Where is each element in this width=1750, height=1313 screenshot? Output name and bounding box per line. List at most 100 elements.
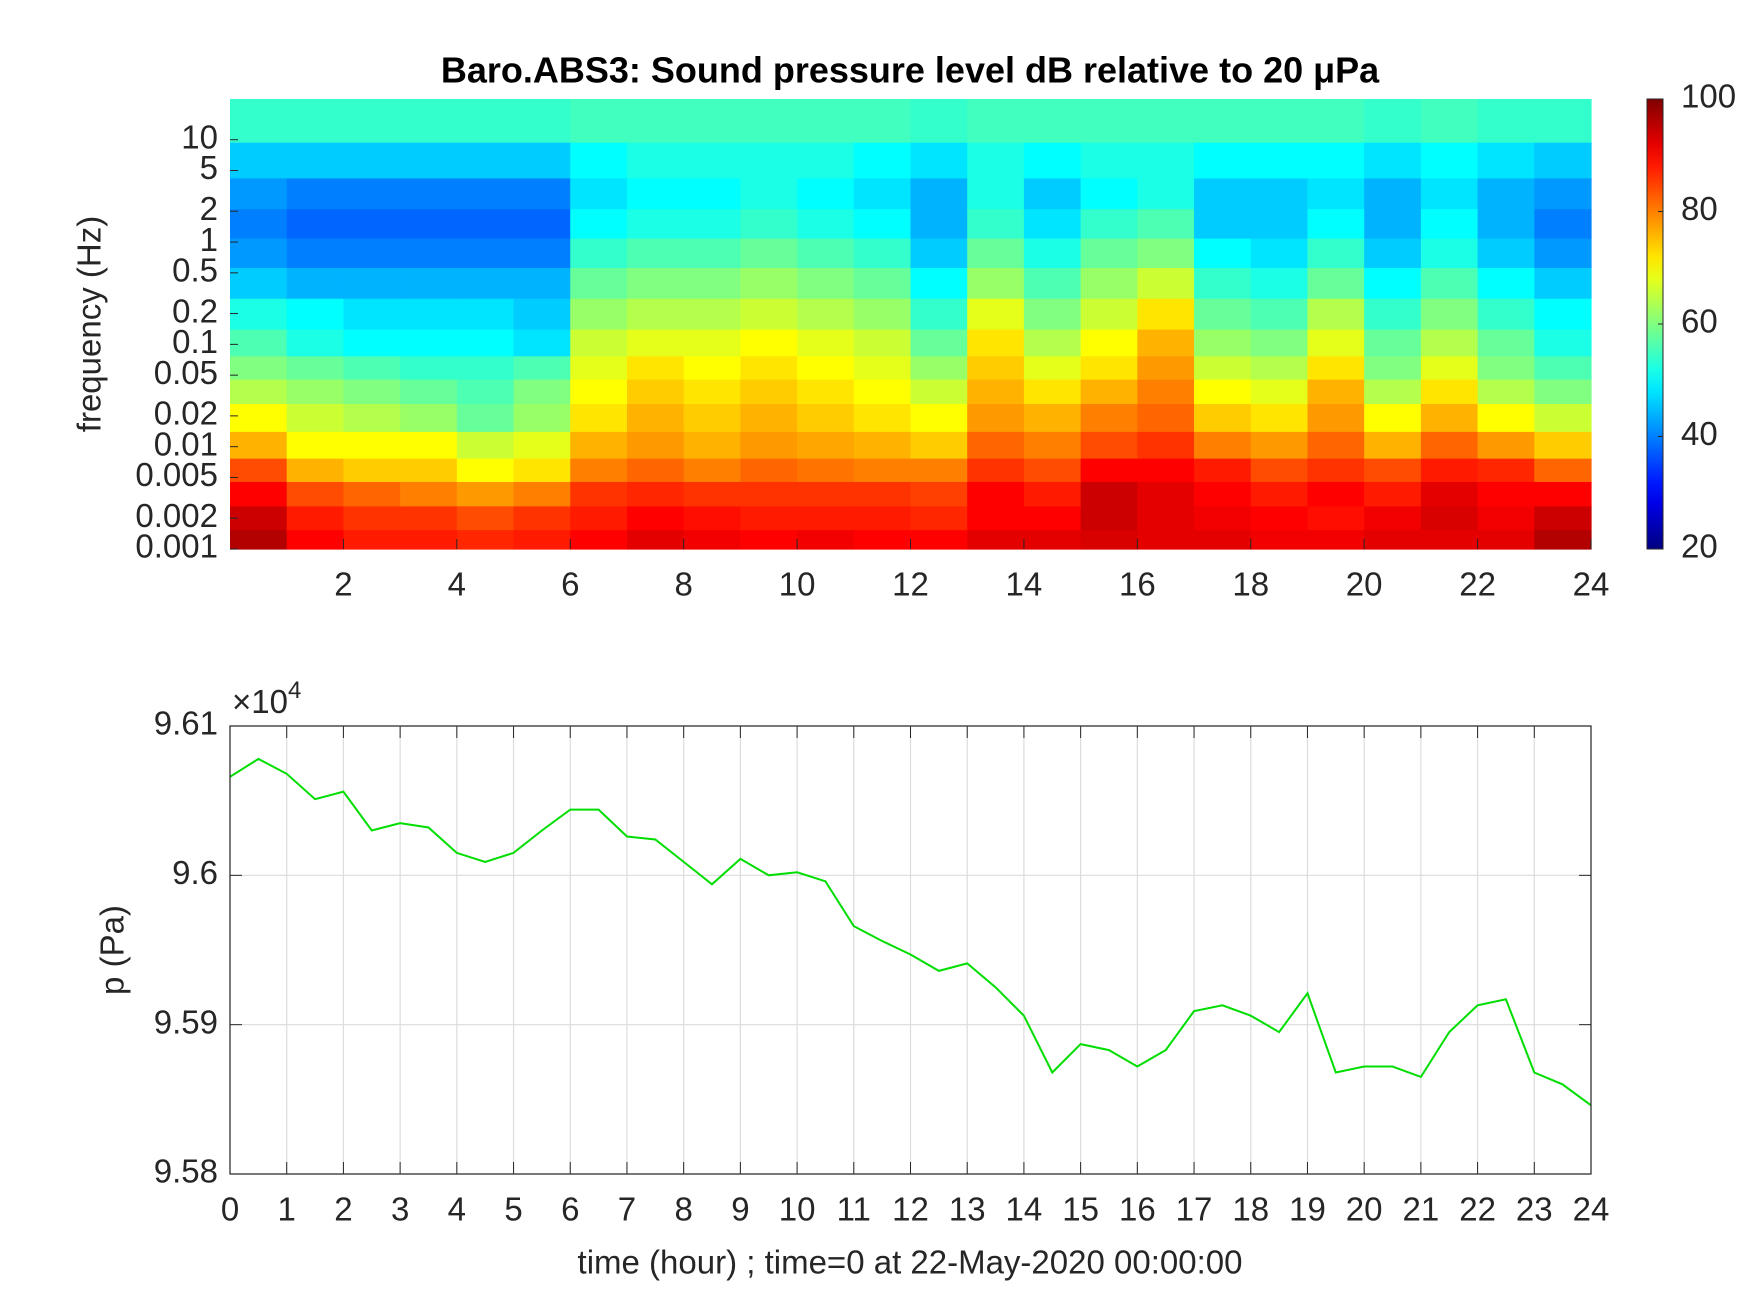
heatmap-cell bbox=[967, 208, 1025, 239]
heatmap-cell bbox=[1194, 403, 1252, 432]
heatmap-cell bbox=[1137, 481, 1195, 507]
heatmap-cell bbox=[1364, 99, 1422, 143]
heatmap-cell bbox=[910, 267, 968, 299]
x-tick-label: 14 bbox=[1006, 566, 1043, 603]
heatmap-cell bbox=[456, 529, 515, 550]
x-tick-label: 2 bbox=[334, 1191, 352, 1228]
heatmap-cell bbox=[1137, 298, 1195, 330]
heatmap-cell bbox=[1137, 529, 1195, 550]
heatmap-cell bbox=[683, 177, 741, 210]
heatmap-cell bbox=[967, 505, 1025, 531]
heatmap-cell bbox=[1307, 208, 1365, 239]
heatmap-cell bbox=[286, 142, 345, 179]
heatmap-cell bbox=[1534, 379, 1592, 405]
heatmap-cell bbox=[683, 142, 741, 179]
x-tick-label: 10 bbox=[779, 1191, 816, 1228]
heatmap-cell bbox=[570, 355, 628, 380]
heatmap-cell bbox=[1534, 458, 1592, 482]
heatmap-cell bbox=[400, 505, 458, 531]
heatmap-cell bbox=[967, 142, 1025, 179]
heatmap-cell bbox=[400, 403, 458, 432]
heatmap-cell bbox=[1477, 379, 1535, 405]
heatmap-cell bbox=[967, 379, 1025, 405]
heatmap-cell bbox=[626, 328, 685, 357]
heatmap-cell bbox=[967, 267, 1025, 299]
heatmap-cell bbox=[343, 481, 401, 507]
heatmap-cell bbox=[853, 99, 912, 143]
heatmap-cell bbox=[570, 99, 628, 143]
heatmap-cell bbox=[683, 481, 741, 507]
heatmap-cell bbox=[853, 403, 912, 432]
heatmap-cell bbox=[797, 379, 855, 405]
heatmap-cell bbox=[1080, 431, 1138, 459]
heatmap-cell bbox=[1534, 403, 1592, 432]
heatmap-cell bbox=[230, 237, 288, 268]
heatmap-cell bbox=[967, 237, 1025, 268]
heatmap-cell bbox=[286, 379, 345, 405]
heatmap-cell bbox=[683, 379, 741, 405]
heatmap-cell bbox=[513, 298, 571, 330]
heatmap-cell bbox=[1080, 379, 1138, 405]
heatmap-cell bbox=[1364, 529, 1422, 550]
heatmap-cell bbox=[1477, 431, 1535, 459]
heatmap-cell bbox=[1080, 403, 1138, 432]
y-tick-label: 9.59 bbox=[154, 1003, 218, 1040]
heatmap-cell bbox=[740, 267, 798, 299]
heatmap-cell bbox=[400, 298, 458, 330]
heatmap-cell bbox=[740, 355, 798, 380]
axis-multiplier: ×104 bbox=[232, 677, 301, 719]
heatmap-cell bbox=[1194, 298, 1252, 330]
heatmap-cell bbox=[910, 505, 968, 531]
y-axis-label: p (Pa) bbox=[94, 905, 131, 995]
heatmap-cell bbox=[513, 481, 571, 507]
x-tick-label: 12 bbox=[892, 566, 929, 603]
multiplier-exponent: 4 bbox=[288, 677, 301, 704]
x-tick-label: 22 bbox=[1459, 1191, 1496, 1228]
heatmap-cell bbox=[626, 458, 685, 482]
heatmap-cell bbox=[1477, 142, 1535, 179]
x-tick-label: 23 bbox=[1516, 1191, 1553, 1228]
x-tick-label: 18 bbox=[1232, 566, 1269, 603]
heatmap-cell bbox=[513, 458, 571, 482]
heatmap-cell bbox=[230, 267, 288, 299]
heatmap-cell bbox=[1307, 328, 1365, 357]
x-tick-label: 16 bbox=[1119, 1191, 1156, 1228]
pressure-line bbox=[229, 757, 1592, 1107]
heatmap-cell bbox=[1420, 208, 1479, 239]
heatmap-cell bbox=[1250, 328, 1309, 357]
heatmap-cell bbox=[1194, 267, 1252, 299]
y-tick-label: 0.01 bbox=[154, 425, 218, 462]
heatmap-cell bbox=[456, 237, 515, 268]
x-tick-label: 22 bbox=[1459, 566, 1496, 603]
x-tick-label: 19 bbox=[1289, 1191, 1326, 1228]
heatmap-cell bbox=[797, 355, 855, 380]
heatmap-cell bbox=[400, 328, 458, 357]
heatmap-cell bbox=[626, 237, 685, 268]
heatmap-cell bbox=[570, 142, 628, 179]
heatmap-cell bbox=[343, 458, 401, 482]
heatmap-cell bbox=[683, 208, 741, 239]
heatmap-cell bbox=[286, 237, 345, 268]
heatmap-cell bbox=[797, 208, 855, 239]
heatmap-cell bbox=[1137, 177, 1195, 210]
x-tick-label: 7 bbox=[618, 1191, 636, 1228]
y-tick-label: 9.6 bbox=[172, 854, 218, 891]
x-tick-label: 21 bbox=[1403, 1191, 1440, 1228]
heatmap-cell bbox=[1250, 355, 1309, 380]
heatmap-cell bbox=[797, 431, 855, 459]
heatmap-cell bbox=[1307, 142, 1365, 179]
y-tick-label: 9.58 bbox=[154, 1153, 218, 1190]
heatmap-cell bbox=[456, 142, 515, 179]
heatmap-cell bbox=[286, 328, 345, 357]
heatmap-cell bbox=[740, 403, 798, 432]
heatmap-cell bbox=[853, 505, 912, 531]
heatmap-cell bbox=[230, 355, 288, 380]
y-tick-label: 0.002 bbox=[135, 497, 218, 534]
heatmap-cell bbox=[400, 379, 458, 405]
x-tick-label: 24 bbox=[1573, 566, 1610, 603]
heatmap-cell bbox=[286, 529, 345, 550]
heatmap-cell bbox=[570, 298, 628, 330]
heatmap-cell bbox=[513, 99, 571, 143]
heatmap-cell bbox=[1250, 481, 1309, 507]
